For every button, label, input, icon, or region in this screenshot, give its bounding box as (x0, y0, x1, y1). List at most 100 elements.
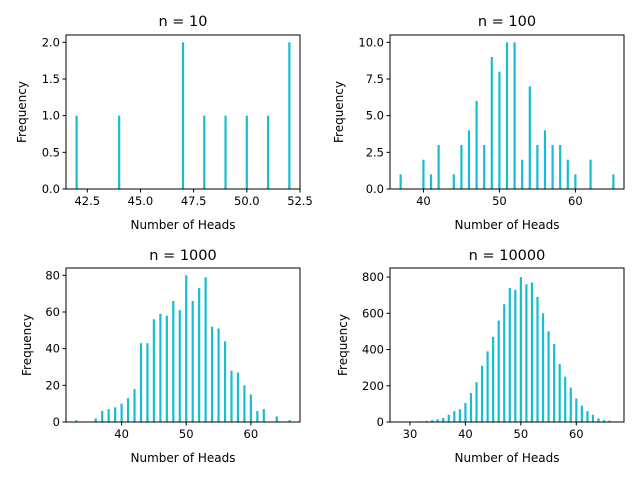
histogram-bar (447, 414, 450, 422)
x-tick-label: 50 (179, 427, 194, 441)
x-tick-label: 50.0 (234, 194, 260, 208)
x-tick-label: 40 (458, 427, 473, 441)
histogram-bar (464, 402, 467, 422)
x-tick-label: 47.5 (181, 194, 207, 208)
histogram-bar (547, 331, 550, 422)
histogram-bar (114, 407, 117, 422)
histogram-bar (275, 416, 278, 422)
y-tick-label: 400 (362, 343, 384, 357)
x-tick-label: 45.0 (128, 194, 154, 208)
x-axis-label: Number of Heads (130, 451, 235, 465)
histogram-bar (553, 344, 556, 422)
histogram-bar (543, 130, 547, 189)
histogram-bar (256, 411, 259, 422)
histogram-bar (133, 389, 136, 422)
y-tick-label: 800 (362, 270, 384, 284)
y-tick-group: 0 20 40 60 80 (45, 268, 66, 429)
histogram-bar (437, 145, 440, 189)
histogram-bar (566, 159, 569, 189)
histogram-bar (101, 411, 104, 422)
histogram-bar (453, 411, 456, 422)
plot-frame (389, 267, 625, 423)
y-tick-group: 0.0 0.5 1.0 1.5 2.0 (42, 35, 66, 196)
plot-frame (65, 34, 301, 190)
histogram-bar (608, 420, 611, 422)
x-tick-label: 60 (568, 194, 583, 208)
y-axis-label: Frequency (336, 314, 350, 376)
histogram-bar (191, 301, 194, 422)
histogram-bar (442, 418, 445, 422)
histogram-bar (513, 42, 516, 189)
histogram-bar (469, 393, 473, 422)
histogram-bar (490, 57, 493, 189)
histogram-bar (203, 115, 206, 189)
y-tick-label: 20 (45, 378, 60, 392)
x-tick-label: 50 (514, 427, 529, 441)
histogram-bar (204, 277, 207, 422)
y-tick-label: 2.5 (366, 145, 384, 159)
histogram-bar (431, 420, 434, 422)
histogram-bar (564, 376, 567, 422)
histogram-bar (245, 115, 248, 189)
x-tick-group: 42.5 45.0 47.5 50.0 52.5 (74, 189, 313, 208)
histogram-bar (75, 115, 78, 189)
subplot-n-1000: n = 1000 40 50 60 0 20 40 60 80 Number of Head… (20, 248, 301, 465)
histogram-bar (467, 130, 471, 189)
y-axis-label: Frequency (20, 314, 34, 376)
y-tick-label: 1.5 (42, 72, 60, 86)
histogram-bar (460, 145, 463, 189)
histogram-bar (521, 159, 524, 189)
x-tick-label: 60 (569, 427, 584, 441)
x-axis-label: Number of Heads (454, 218, 559, 232)
histogram-bar (452, 174, 455, 189)
x-tick-label: 40 (416, 194, 431, 208)
bar-group (399, 42, 615, 189)
histogram-bar (536, 296, 539, 422)
y-tick-label: 0.0 (42, 182, 60, 196)
y-tick-label: 600 (362, 306, 384, 320)
histogram-bar (139, 343, 143, 422)
histogram-bar (94, 418, 97, 422)
y-tick-label: 0 (377, 415, 384, 429)
histogram-bar (519, 277, 522, 422)
histogram-bar (497, 320, 500, 422)
histogram-bar (559, 145, 562, 189)
y-axis-label: Frequency (332, 81, 346, 143)
histogram-bar (575, 398, 578, 422)
x-tick-group: 40 50 60 (114, 422, 258, 441)
histogram-bar (558, 364, 561, 422)
y-tick-label: 0.5 (42, 145, 60, 159)
histogram-bar (508, 287, 511, 422)
histogram-bar (498, 71, 501, 189)
subplot-title: n = 10000 (469, 248, 546, 264)
histogram-bar (152, 319, 156, 422)
x-tick-label: 52.5 (287, 194, 313, 208)
histogram-bar (243, 385, 246, 422)
histogram-bar (266, 115, 270, 189)
y-tick-label: 7.5 (366, 72, 384, 86)
bar-group (397, 277, 617, 422)
histogram-bar (198, 288, 201, 422)
histogram-bar (210, 326, 214, 422)
subplot-n-10000: n = 10000 30 40 50 60 0 200 400 600 800 Number … (336, 248, 625, 465)
histogram-bar (172, 301, 175, 422)
bar-group (75, 275, 291, 422)
x-tick-label: 30 (403, 427, 418, 441)
histogram-bar (178, 310, 181, 422)
histogram-bar (249, 394, 252, 422)
subplot-title: n = 1000 (149, 248, 216, 264)
histogram-bar (541, 313, 545, 422)
y-tick-label: 60 (45, 305, 60, 319)
y-tick-label: 40 (45, 342, 60, 356)
histogram-bar (486, 351, 489, 422)
bar-group (75, 42, 291, 189)
histogram-bar (118, 115, 121, 189)
plot-frame (65, 267, 301, 423)
histogram-bar (159, 313, 162, 422)
histogram-bar (288, 420, 291, 422)
y-tick-label: 2.0 (42, 35, 60, 49)
y-tick-label: 10.0 (358, 35, 384, 49)
y-axis-label: Frequency (15, 81, 29, 143)
x-tick-group: 40 50 60 (416, 189, 583, 208)
histogram-bar (107, 409, 110, 422)
